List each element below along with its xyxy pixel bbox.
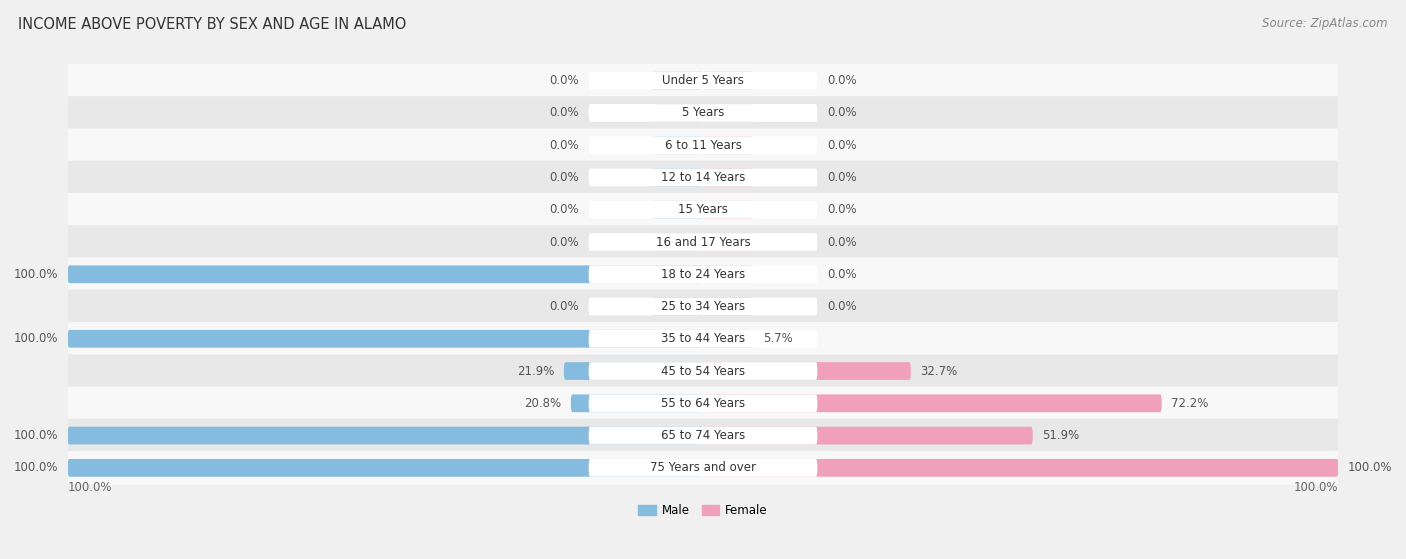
Text: 0.0%: 0.0% [550,171,579,184]
FancyBboxPatch shape [703,169,754,186]
FancyBboxPatch shape [564,362,703,380]
FancyBboxPatch shape [67,459,703,477]
Text: 35 to 44 Years: 35 to 44 Years [661,332,745,345]
FancyBboxPatch shape [55,290,1351,323]
FancyBboxPatch shape [55,225,1351,259]
FancyBboxPatch shape [589,362,817,380]
FancyBboxPatch shape [652,169,703,186]
FancyBboxPatch shape [55,193,1351,226]
FancyBboxPatch shape [703,136,754,154]
FancyBboxPatch shape [703,330,754,348]
Text: 0.0%: 0.0% [827,300,856,313]
Text: Under 5 Years: Under 5 Years [662,74,744,87]
FancyBboxPatch shape [55,258,1351,291]
Text: 16 and 17 Years: 16 and 17 Years [655,235,751,249]
FancyBboxPatch shape [589,233,817,251]
FancyBboxPatch shape [571,395,703,412]
Text: 100.0%: 100.0% [14,461,58,475]
Text: 45 to 54 Years: 45 to 54 Years [661,364,745,377]
Text: 6 to 11 Years: 6 to 11 Years [665,139,741,151]
FancyBboxPatch shape [703,459,1339,477]
FancyBboxPatch shape [652,233,703,251]
FancyBboxPatch shape [703,201,754,219]
Text: 0.0%: 0.0% [550,74,579,87]
Text: 0.0%: 0.0% [827,235,856,249]
Text: 32.7%: 32.7% [921,364,957,377]
FancyBboxPatch shape [67,330,703,348]
Text: 0.0%: 0.0% [550,203,579,216]
Text: 15 Years: 15 Years [678,203,728,216]
FancyBboxPatch shape [589,330,817,348]
Text: 0.0%: 0.0% [550,235,579,249]
FancyBboxPatch shape [703,72,754,89]
FancyBboxPatch shape [55,354,1351,388]
Text: 100.0%: 100.0% [14,332,58,345]
Text: INCOME ABOVE POVERTY BY SEX AND AGE IN ALAMO: INCOME ABOVE POVERTY BY SEX AND AGE IN A… [18,17,406,32]
Text: 0.0%: 0.0% [827,268,856,281]
Text: 65 to 74 Years: 65 to 74 Years [661,429,745,442]
Text: 100.0%: 100.0% [14,268,58,281]
Text: 21.9%: 21.9% [517,364,554,377]
FancyBboxPatch shape [652,201,703,219]
FancyBboxPatch shape [67,266,703,283]
Text: 100.0%: 100.0% [1348,461,1392,475]
FancyBboxPatch shape [589,297,817,315]
Text: 12 to 14 Years: 12 to 14 Years [661,171,745,184]
Text: Source: ZipAtlas.com: Source: ZipAtlas.com [1263,17,1388,30]
FancyBboxPatch shape [589,169,817,186]
FancyBboxPatch shape [67,427,703,444]
FancyBboxPatch shape [55,160,1351,194]
FancyBboxPatch shape [55,451,1351,485]
FancyBboxPatch shape [703,104,754,122]
Text: 5 Years: 5 Years [682,106,724,120]
Text: 20.8%: 20.8% [524,397,561,410]
FancyBboxPatch shape [589,266,817,283]
FancyBboxPatch shape [652,104,703,122]
Text: 0.0%: 0.0% [827,106,856,120]
FancyBboxPatch shape [703,297,754,315]
Text: 0.0%: 0.0% [550,300,579,313]
Text: 0.0%: 0.0% [827,74,856,87]
Text: 0.0%: 0.0% [827,139,856,151]
FancyBboxPatch shape [589,201,817,219]
FancyBboxPatch shape [589,395,817,412]
FancyBboxPatch shape [703,362,911,380]
Text: 72.2%: 72.2% [1171,397,1209,410]
FancyBboxPatch shape [55,129,1351,162]
Text: 25 to 34 Years: 25 to 34 Years [661,300,745,313]
FancyBboxPatch shape [55,96,1351,130]
Text: 75 Years and over: 75 Years and over [650,461,756,475]
FancyBboxPatch shape [589,72,817,89]
Text: 0.0%: 0.0% [827,203,856,216]
FancyBboxPatch shape [652,297,703,315]
Legend: Male, Female: Male, Female [634,499,772,522]
Text: 100.0%: 100.0% [1294,481,1339,494]
Text: 0.0%: 0.0% [550,139,579,151]
FancyBboxPatch shape [589,136,817,154]
FancyBboxPatch shape [55,386,1351,420]
FancyBboxPatch shape [703,233,754,251]
Text: 100.0%: 100.0% [67,481,112,494]
Text: 55 to 64 Years: 55 to 64 Years [661,397,745,410]
Text: 18 to 24 Years: 18 to 24 Years [661,268,745,281]
Text: 5.7%: 5.7% [763,332,793,345]
FancyBboxPatch shape [703,266,754,283]
Text: 0.0%: 0.0% [550,106,579,120]
FancyBboxPatch shape [589,459,817,477]
FancyBboxPatch shape [652,136,703,154]
FancyBboxPatch shape [589,104,817,122]
FancyBboxPatch shape [703,427,1033,444]
FancyBboxPatch shape [589,427,817,444]
Text: 0.0%: 0.0% [827,171,856,184]
FancyBboxPatch shape [703,395,1161,412]
Text: 51.9%: 51.9% [1042,429,1080,442]
FancyBboxPatch shape [55,419,1351,452]
FancyBboxPatch shape [55,322,1351,356]
FancyBboxPatch shape [55,64,1351,97]
Text: 100.0%: 100.0% [14,429,58,442]
FancyBboxPatch shape [652,72,703,89]
